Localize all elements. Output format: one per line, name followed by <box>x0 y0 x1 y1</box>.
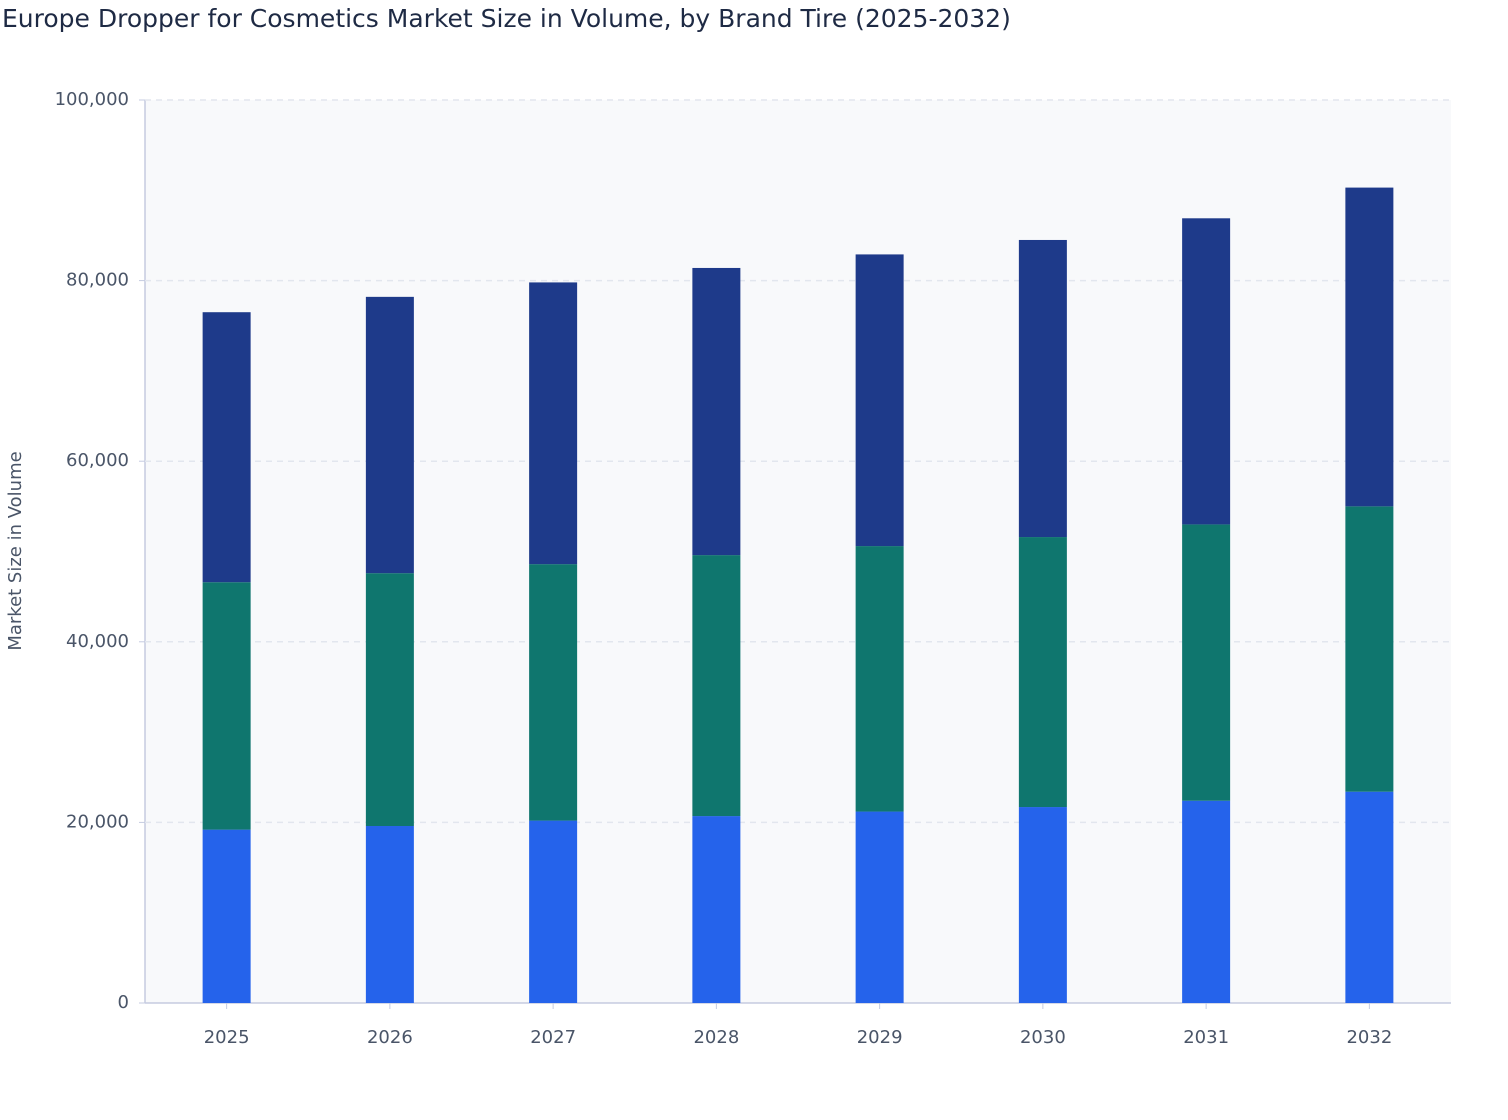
bar-segment <box>1182 524 1231 801</box>
bar-segment <box>529 282 578 565</box>
bar-segment <box>365 826 414 1003</box>
bar-segment <box>202 312 251 583</box>
bar-segment <box>1345 187 1394 507</box>
x-tick-label: 2026 <box>367 1027 413 1048</box>
x-tick-label: 2030 <box>1020 1027 1066 1048</box>
y-axis-title: Market Size in Volume <box>5 451 26 650</box>
plot-area <box>145 100 1451 1003</box>
x-tick-label: 2025 <box>204 1027 250 1048</box>
bar-segment <box>529 564 578 821</box>
bar-segment <box>1182 218 1231 525</box>
y-tick-label: 0 <box>118 992 129 1013</box>
bar-segment <box>1018 807 1067 1003</box>
y-tick-label: 60,000 <box>66 450 129 471</box>
bar-segment <box>855 811 904 1003</box>
chart-title: Europe Dropper for Cosmetics Market Size… <box>2 4 1011 33</box>
bar-segment <box>202 582 251 830</box>
bar-segment <box>692 267 741 556</box>
y-tick-label: 100,000 <box>55 89 129 110</box>
bar-segment <box>1018 537 1067 808</box>
bar-segment <box>855 254 904 547</box>
bar-segment <box>365 296 414 574</box>
x-tick-label: 2029 <box>857 1027 903 1048</box>
bar-segment <box>365 573 414 827</box>
x-tick-label: 2032 <box>1346 1027 1392 1048</box>
y-tick-label: 20,000 <box>66 811 129 832</box>
bar-segment <box>855 546 904 812</box>
y-tick-label: 80,000 <box>66 270 129 291</box>
bar-segment <box>1345 506 1394 792</box>
bar-segment <box>1182 800 1231 1003</box>
bar-segment <box>202 829 251 1003</box>
bar-segment <box>692 555 741 817</box>
bar-segment <box>529 820 578 1003</box>
bar-segment <box>692 816 741 1003</box>
x-tick-label: 2027 <box>530 1027 576 1048</box>
x-tick-label: 2028 <box>693 1027 739 1048</box>
x-tick-label: 2031 <box>1183 1027 1229 1048</box>
bar-segment <box>1345 791 1394 1003</box>
y-tick-label: 40,000 <box>66 631 129 652</box>
bar-segment <box>1018 239 1067 538</box>
